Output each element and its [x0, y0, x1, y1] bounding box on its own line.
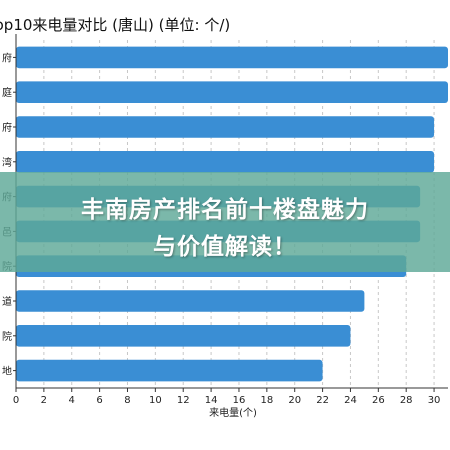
x-tick-label: 6: [96, 395, 102, 406]
x-tick-label: 2: [41, 395, 47, 406]
y-tick-label: 府: [2, 121, 12, 134]
x-tick-label: 0: [13, 395, 19, 406]
x-tick-label: 4: [69, 395, 75, 406]
x-tick-label: 14: [205, 395, 218, 406]
x-tick-label: 26: [372, 395, 385, 406]
bar: [16, 359, 323, 382]
y-tick-label: 庭: [2, 86, 12, 99]
x-tick-label: 24: [344, 395, 357, 406]
y-tick-label: 地: [2, 365, 12, 378]
x-tick-label: 8: [124, 395, 130, 406]
bar: [16, 46, 448, 69]
x-tick-label: 30: [428, 395, 441, 406]
bar: [16, 290, 365, 312]
x-tick-label: 10: [149, 395, 162, 406]
x-tick-label: 12: [177, 395, 190, 406]
x-tick-label: 16: [233, 395, 246, 406]
bar: [16, 116, 435, 138]
y-tick-label: 湾: [2, 156, 12, 169]
bar: [16, 151, 435, 173]
y-tick-label: 院: [2, 330, 12, 343]
x-tick-label: 18: [260, 395, 273, 406]
x-axis-label: 来电量(个): [209, 406, 257, 419]
y-tick-label: 府: [2, 51, 12, 64]
x-tick-label: 22: [316, 395, 329, 406]
overlay-banner: 丰南房产排名前十楼盘魅力 与价值解读！: [0, 172, 450, 272]
x-tick-label: 28: [400, 395, 413, 406]
chart-title: Top10来电量对比 (唐山) (单位: 个/): [0, 16, 231, 34]
x-tick-label: 20: [288, 395, 301, 406]
banner-headline: 丰南房产排名前十楼盘魅力: [81, 197, 369, 223]
y-tick-label: 道: [2, 295, 12, 308]
bar: [16, 81, 448, 103]
bar: [16, 325, 351, 347]
banner-subheadline: 与价值解读！: [153, 234, 297, 260]
